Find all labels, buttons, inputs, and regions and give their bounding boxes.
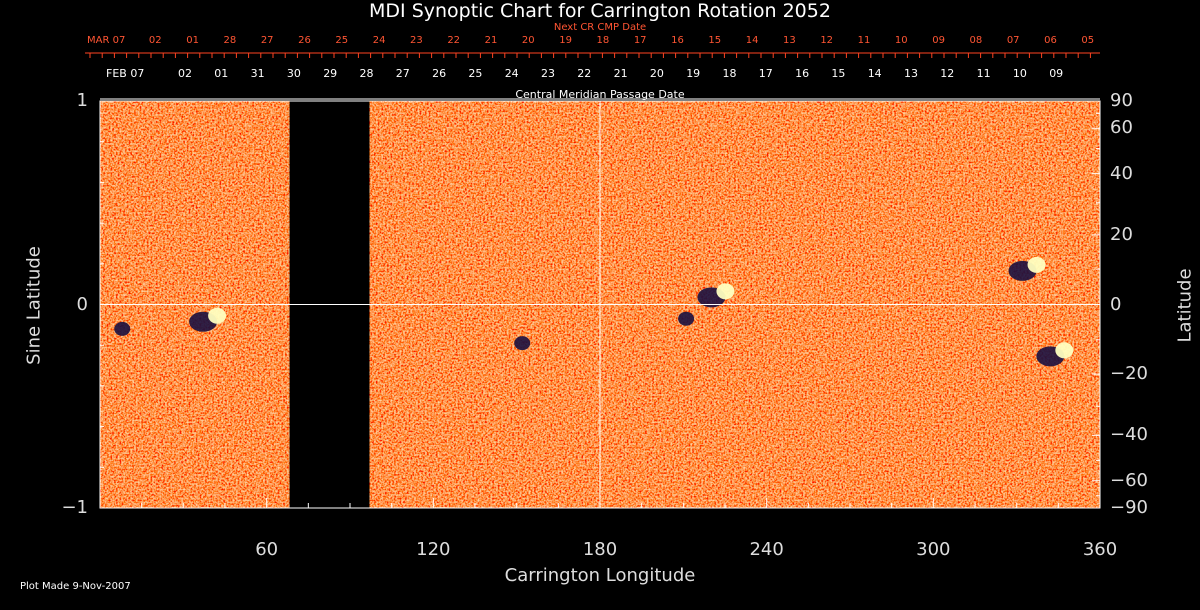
y-tick-label-left: −1 <box>28 497 88 518</box>
x-tick-label: 360 <box>1060 539 1140 560</box>
y-tick-label-right: 20 <box>1110 224 1133 245</box>
y-tick-label-right: 40 <box>1110 163 1133 184</box>
active-region-positive-0 <box>208 308 226 324</box>
x-tick-label: 240 <box>727 539 807 560</box>
x-tick-label: 120 <box>393 539 473 560</box>
active-region-negative-4 <box>678 312 694 326</box>
chart-title: MDI Synoptic Chart for Carrington Rotati… <box>0 0 1200 22</box>
y-tick-label-left: 1 <box>28 90 88 111</box>
top-white-axis-title: Central Meridian Passage Date <box>0 88 1200 101</box>
y-tick-label-right: −40 <box>1110 424 1148 445</box>
active-region-positive-6 <box>1055 342 1073 358</box>
active-region-negative-2 <box>514 336 530 350</box>
x-axis-title: Carrington Longitude <box>0 565 1200 586</box>
white-date-tick-label: 09 <box>1016 67 1096 80</box>
x-tick-label: 300 <box>893 539 973 560</box>
x-tick-label: 60 <box>227 539 307 560</box>
y-tick-label-right: 0 <box>1110 294 1121 315</box>
x-tick-label: 180 <box>560 539 640 560</box>
active-region-positive-3 <box>716 283 734 299</box>
active-region-positive-5 <box>1028 257 1046 273</box>
top-red-axis-title: Next CR CMP Date <box>0 22 1200 33</box>
y-tick-label-left: 0 <box>28 294 88 315</box>
white-date-tick-label: FEB 07 <box>106 67 144 80</box>
y-tick-label-right: −90 <box>1110 497 1148 518</box>
y-tick-label-right: 60 <box>1110 117 1133 138</box>
y-axis-title-right: Latitude <box>1175 236 1196 376</box>
y-tick-label-right: −20 <box>1110 363 1148 384</box>
red-date-tick-label: 05 <box>1048 35 1128 46</box>
plot-made-note: Plot Made 9-Nov-2007 <box>20 581 131 592</box>
active-region-negative-1 <box>114 322 130 336</box>
y-tick-label-right: −60 <box>1110 470 1148 491</box>
y-tick-label-right: 90 <box>1110 90 1133 111</box>
